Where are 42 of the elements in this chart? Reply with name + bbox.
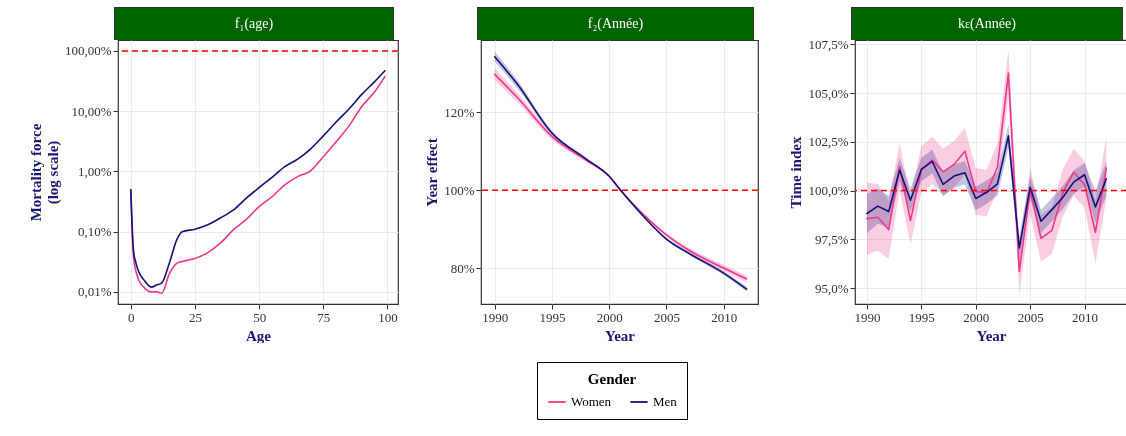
y-tick-label: 10,00% [71, 103, 112, 119]
legend-label: Men [653, 394, 678, 409]
y-tick-label: 105,0% [808, 85, 849, 101]
y-axis-title: Year effect [424, 138, 441, 207]
x-tick-label: 1990 [482, 309, 509, 325]
y-tick-label: 0,10% [77, 224, 112, 240]
y-tick-label: 95,0% [814, 280, 849, 296]
x-tick-label: 1995 [539, 309, 566, 325]
x-tick-label: 2000 [596, 309, 623, 325]
y-tick-label: 100,0% [808, 183, 849, 199]
x-tick-label: 2005 [1017, 309, 1044, 325]
x-axis-title: Year [605, 327, 636, 344]
x-tick-label: 25 [188, 309, 202, 325]
x-tick-label: 75 [317, 309, 331, 325]
line-series [866, 135, 1108, 249]
x-tick-label: 1990 [854, 309, 881, 325]
y-tick-label: 120% [444, 104, 475, 120]
x-axis-title: Age [246, 327, 272, 344]
chart-title: f₁(age) [114, 7, 394, 40]
x-axis-title: Year [976, 327, 1007, 344]
line-series [866, 72, 1108, 273]
y-tick-label: 1,00% [77, 163, 112, 179]
y-tick-label: 80% [450, 260, 475, 276]
legend-title: Gender [587, 371, 637, 387]
y-tick-label: 102,5% [808, 134, 849, 150]
y-tick-label: 107,5% [808, 36, 849, 52]
y-tick-label: 97,5% [814, 231, 849, 247]
y-axis-title: Mortality force (log scale) [27, 123, 62, 222]
x-tick-label: 2010 [1072, 309, 1099, 325]
x-tick-label: 1995 [908, 309, 935, 325]
y-tick-label: 0,01% [77, 284, 112, 300]
x-tick-label: 50 [253, 309, 267, 325]
chart-title: f₂(Année) [477, 7, 754, 40]
y-axis-title: Time index [788, 136, 805, 209]
legend-label: Women [571, 394, 612, 409]
x-tick-label: 0 [128, 309, 135, 325]
x-tick-label: 2005 [653, 309, 680, 325]
x-tick-label: 2010 [711, 309, 738, 325]
y-tick-label: 100,00% [64, 43, 112, 59]
x-tick-label: 100 [378, 309, 398, 325]
y-tick-label: 100% [444, 182, 475, 198]
x-tick-label: 2000 [963, 309, 990, 325]
